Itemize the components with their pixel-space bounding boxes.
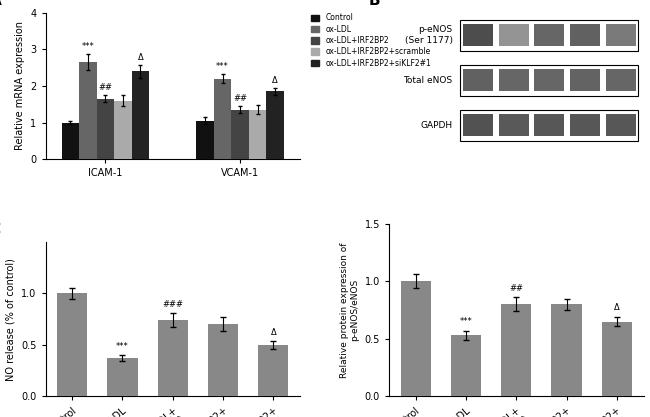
Text: ##: ## [233, 94, 247, 103]
Bar [460, 110, 638, 141]
Bar [79, 62, 97, 159]
Bar [62, 123, 79, 159]
Bar [463, 114, 493, 136]
Bar [606, 24, 636, 46]
Y-axis label: Relative protein expression of
p-eNOS/eNOS: Relative protein expression of p-eNOS/eN… [340, 242, 359, 378]
Bar [499, 114, 528, 136]
Bar [570, 69, 600, 91]
Text: Δ: Δ [138, 53, 143, 62]
Bar [602, 322, 632, 396]
Y-axis label: Relative mRNA expression: Relative mRNA expression [15, 21, 25, 151]
Bar [606, 114, 636, 136]
Bar [451, 335, 481, 396]
Text: ***: *** [460, 317, 473, 326]
Bar [107, 358, 138, 396]
Bar [231, 110, 249, 159]
Text: ###: ### [162, 300, 183, 309]
Bar [97, 99, 114, 159]
Text: Δ: Δ [272, 76, 278, 85]
Text: ***: *** [216, 62, 229, 71]
Text: Δ: Δ [270, 328, 276, 337]
Text: B: B [369, 0, 380, 8]
Bar [463, 24, 493, 46]
Bar [114, 100, 132, 159]
Bar [534, 114, 564, 136]
Legend: Control, ox-LDL, ox-LDL+IRF2BP2, ox-LDL+IRF2BP2+scramble, ox-LDL+IRF2BP2+siKLF2#: Control, ox-LDL, ox-LDL+IRF2BP2, ox-LDL+… [311, 13, 431, 68]
Bar [501, 304, 531, 396]
Text: p-eNOS
(Ser 1177): p-eNOS (Ser 1177) [405, 25, 452, 45]
Bar [400, 281, 431, 396]
Bar [214, 78, 231, 159]
Bar [266, 91, 284, 159]
Text: ##: ## [98, 83, 112, 92]
Bar [258, 345, 289, 396]
Text: Δ: Δ [614, 303, 619, 312]
Bar [463, 69, 493, 91]
Bar [132, 71, 149, 159]
Bar [606, 69, 636, 91]
Bar [570, 114, 600, 136]
Text: ##: ## [509, 284, 523, 293]
Bar [460, 20, 638, 50]
Bar [499, 69, 528, 91]
Bar [57, 294, 87, 396]
Bar [534, 24, 564, 46]
Text: Total eNOS: Total eNOS [404, 75, 452, 85]
Text: ***: *** [81, 42, 94, 51]
Text: A: A [0, 0, 1, 8]
Bar [208, 324, 238, 396]
Bar [534, 69, 564, 91]
Bar [158, 320, 188, 396]
Bar [249, 110, 266, 159]
Bar [499, 24, 528, 46]
Text: GAPDH: GAPDH [421, 121, 452, 130]
Bar [551, 304, 582, 396]
Bar [570, 24, 600, 46]
Bar [460, 65, 638, 95]
Text: ***: *** [116, 342, 129, 351]
Bar [196, 121, 214, 159]
Y-axis label: NO release (% of control): NO release (% of control) [6, 258, 16, 381]
